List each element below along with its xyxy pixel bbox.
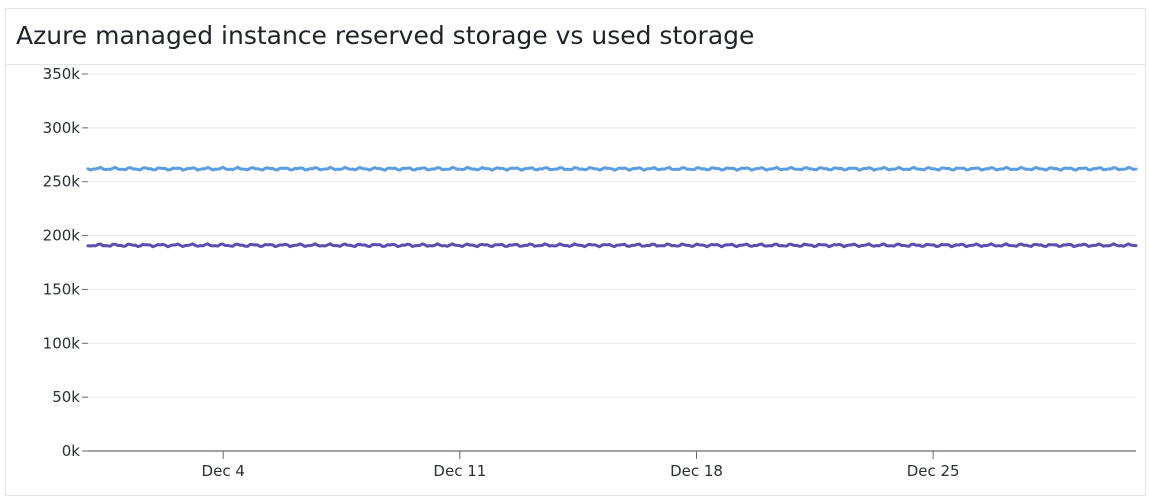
data-point-reserved[interactable] [1065, 166, 1071, 172]
data-point-used[interactable] [220, 242, 226, 248]
y-tick-label: 200k [43, 227, 81, 245]
series-line-used[interactable] [86, 242, 1138, 249]
y-tick-label: 150k [43, 280, 81, 298]
data-point-used[interactable] [930, 242, 936, 248]
data-point-used[interactable] [457, 242, 463, 248]
x-tick-label: Dec 4 [202, 462, 245, 480]
data-point-reserved[interactable] [85, 166, 91, 172]
y-tick-label: 300k [43, 119, 81, 137]
series-line-reserved[interactable] [86, 165, 1138, 172]
y-tick-label: 250k [43, 173, 81, 191]
data-point-used[interactable] [1133, 242, 1139, 248]
widget-header: Azure managed instance reserved storage … [6, 9, 1145, 65]
data-point-reserved[interactable] [220, 166, 226, 172]
x-tick-label: Dec 11 [433, 462, 486, 480]
data-point-reserved[interactable] [694, 166, 700, 172]
y-axis: 0k 50k 100k 150k 200k 250k 300k 350k [43, 65, 88, 460]
x-tick-label: Dec 18 [670, 462, 723, 480]
data-point-used[interactable] [626, 242, 632, 248]
x-axis: Dec 4 Dec 11 Dec 18 Dec 25 [88, 450, 1136, 480]
data-point-reserved[interactable] [1133, 166, 1139, 172]
y-tick-label: 0k [62, 442, 81, 460]
data-point-used[interactable] [694, 242, 700, 248]
chart-widget: Azure managed instance reserved storage … [5, 8, 1146, 496]
y-tick-label: 100k [43, 334, 81, 352]
chart-title: Azure managed instance reserved storage … [16, 21, 755, 50]
y-tick-label: 350k [43, 65, 81, 83]
data-point-used[interactable] [1065, 242, 1071, 248]
x-tick-label: Dec 25 [907, 462, 960, 480]
y-tick-label: 50k [52, 388, 80, 406]
grid-lines [88, 73, 1136, 398]
data-point-used[interactable] [85, 242, 91, 248]
data-point-reserved[interactable] [626, 166, 632, 172]
data-point-reserved[interactable] [930, 166, 936, 172]
data-point-reserved[interactable] [457, 166, 463, 172]
series-layer[interactable] [85, 165, 1139, 249]
